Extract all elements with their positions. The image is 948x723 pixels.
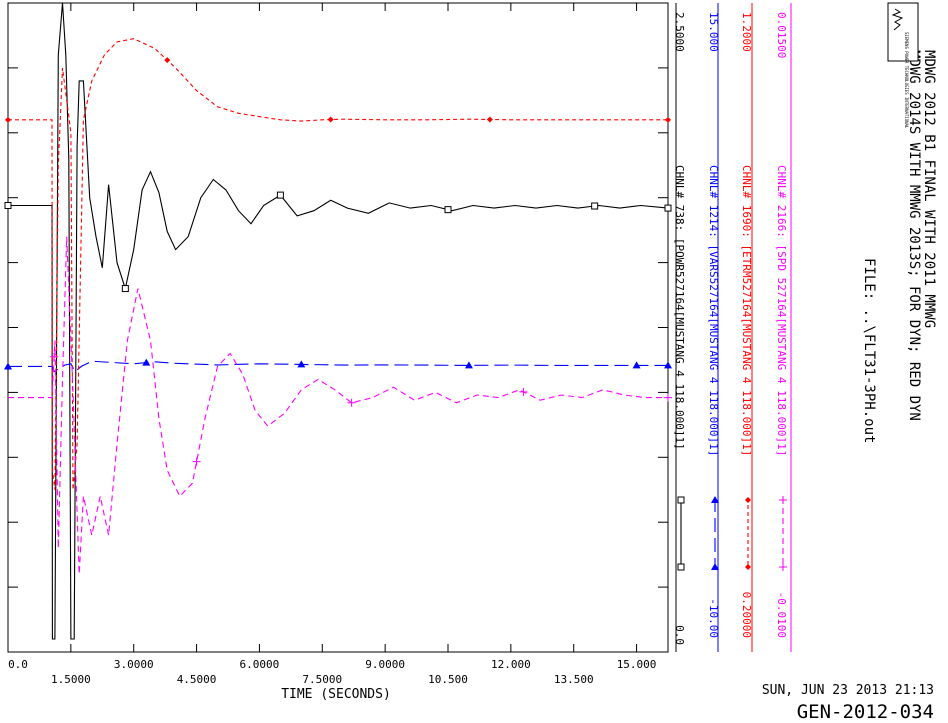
channel-name: CHNL# 738: [POWR527164[MUSTANG 4 118.000… [673,165,686,450]
square-marker [4,201,12,209]
channel-scale-bottom: 0.0 [673,625,686,645]
plus-marker [664,393,672,402]
triangle-marker [4,362,12,370]
diamond-marker [665,116,671,123]
triangle-marker [142,358,151,366]
x-tick-label: 7.5000 [302,673,342,686]
x-tick-label: 4.5000 [177,673,217,686]
legend-channel-1: 15.000 -10.00 CHNL# 1214: [VARS527164[MUST… [707,3,720,652]
company-logo: SIEMENS POWER TECHNOLOGIES INTERNATIONAL [887,2,919,129]
plus-marker [192,457,201,466]
header-block: MDWG 2012 B1 FINAL WITH 2011 MMWG MDWG 2… [861,2,937,443]
channel-scale-top: 15.000 [707,12,720,52]
plus-marker [779,496,787,504]
plot-date: SUN, JUN 23 2013 21:13 [762,683,934,698]
square-marker [677,496,685,504]
diamond-marker [5,116,11,123]
plus-marker [347,398,356,407]
title-line-1: MDWG 2012 B1 FINAL WITH 2011 MMWG [921,50,937,328]
plot-markers [4,57,672,466]
file-path: FILE: ..\FLT31-3PH.out [861,258,877,443]
legend-channel-0: 2.5000 0.0 CHNL# 738: [POWR527164[MUSTANG … [673,3,686,652]
x-tick-label: 1.5000 [51,673,91,686]
series-line-2 [8,38,668,490]
triangle-marker [297,360,306,368]
channel-scale-bottom: -10.00 [707,598,720,638]
diamond-marker [164,57,171,64]
x-tick-label: 15.000 [617,658,657,671]
square-marker [276,191,284,199]
x-tick-label: 3.0000 [114,658,154,671]
channel-name: CHNL# 2166: [SPD 527164[MUSTANG 4 118.00… [775,165,788,456]
channel-scale-top: 1.2000 [740,12,753,52]
series-line-3 [8,236,668,575]
legend-channel-3: 0.01500 -0.0100 CHNL# 2166: [SPD 527164[MU… [775,3,792,652]
channel-scale-bottom: 0.20000 [740,592,753,638]
channel-name: CHNL# 1214: [VARS527164[MUSTANG 4 118.00… [707,165,720,456]
diamond-marker [327,116,334,123]
x-tick-label: 6.0000 [240,658,280,671]
plus-marker [779,563,787,571]
legend-channel-2: 1.2000 0.20000 CHNL# 1690: [ETRM527164[MUS… [740,3,753,652]
series-line-1 [8,360,668,373]
square-marker [121,285,129,293]
logo-text: SIEMENS POWER TECHNOLOGIES INTERNATIONAL [904,32,909,129]
channel-scale-bottom: -0.0100 [775,592,788,638]
channel-scale-top: 0.01500 [775,12,788,58]
x-tick-label: 0.0 [8,658,28,671]
triangle-marker [711,563,719,570]
x-tick-label: 10.500 [428,673,468,686]
channel-name: CHNL# 1690: [ETRM527164[MUSTANG 4 118.00… [740,165,753,456]
triangle-marker [664,361,672,369]
square-marker [591,202,599,210]
diamond-marker [486,116,493,123]
diamond-marker [745,564,751,570]
triangle-marker [711,496,719,503]
triangle-marker [632,361,641,369]
square-marker [677,563,685,571]
case-id: GEN-2012-034 [797,701,934,723]
plus-marker [519,387,528,396]
title-line-2: MDWG 2014S WITH MMWG 2013S; FOR DYN; RED… [906,50,922,421]
plot-curves [8,2,669,640]
channel-legend: 2.5000 0.0 CHNL# 738: [POWR527164[MUSTANG … [673,3,792,652]
x-axis-ticks: 0.0 3.0000 6.0000 9.0000 12.000 15.000 1.5000 4… [7,3,657,686]
diamond-marker [745,497,751,503]
triangle-marker [464,361,473,369]
plot-frame [7,2,669,653]
square-marker [444,206,452,214]
series-line-0 [8,2,669,640]
x-tick-label: 9.0000 [365,658,405,671]
plot-border [7,2,669,653]
x-tick-label: 13.500 [554,673,594,686]
square-marker [664,204,672,212]
x-axis-label: TIME (SECONDS) [281,687,391,702]
plus-marker [50,352,59,361]
x-tick-label: 12.000 [491,658,531,671]
channel-scale-top: 2.5000 [673,12,686,52]
